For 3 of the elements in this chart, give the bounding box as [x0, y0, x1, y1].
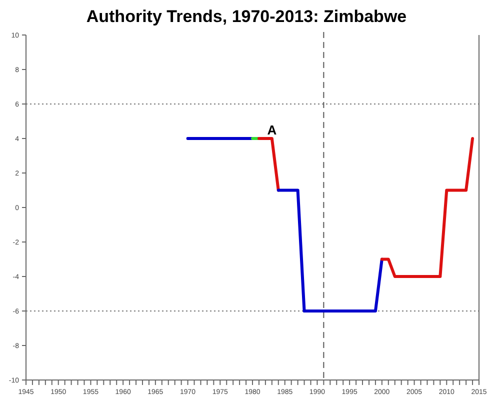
line-series: [380, 137, 474, 278]
chart-title: Authority Trends, 1970-2013: Zimbabwe: [86, 7, 407, 26]
annotation: A: [267, 122, 278, 138]
